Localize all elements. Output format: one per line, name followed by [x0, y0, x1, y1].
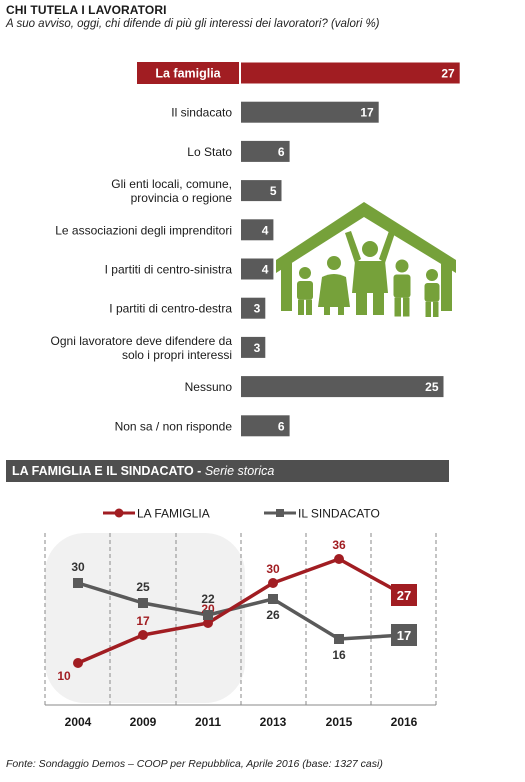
bar — [241, 219, 274, 241]
category-label: I partiti di centro-destra — [109, 302, 232, 316]
data-point — [334, 634, 344, 644]
data-point — [203, 618, 213, 628]
father-body — [352, 261, 388, 293]
family-house-icon — [276, 202, 456, 317]
category-label: La famiglia — [155, 67, 221, 81]
section-title: LA FAMIGLIA E IL SINDACATO - — [12, 464, 202, 478]
value-label: 5 — [270, 184, 277, 198]
person-figure — [424, 269, 440, 317]
source-footnote: Fonte: Sondaggio Demos – COOP per Repubb… — [6, 758, 383, 770]
legend-label: LA FAMIGLIA — [137, 507, 210, 521]
house-wall-right — [441, 263, 452, 311]
bar — [241, 140, 290, 162]
data-label: 10 — [57, 669, 71, 683]
bar — [241, 258, 274, 280]
highlight-label-box — [137, 62, 239, 84]
data-label: 30 — [71, 560, 85, 574]
legend-marker — [114, 508, 124, 518]
page-subtitle: A suo avviso, oggi, chi difende di più g… — [6, 18, 380, 30]
bar — [241, 415, 290, 437]
bar — [241, 180, 282, 202]
x-tick-label: 2013 — [260, 715, 287, 729]
category-label: Il sindacato — [171, 106, 232, 120]
data-point — [138, 598, 148, 608]
house-wall-left — [281, 263, 292, 311]
value-label: 25 — [425, 380, 439, 394]
value-label: 3 — [254, 302, 261, 316]
data-label: 25 — [136, 580, 150, 594]
bar-chart: La famiglia 27 Il sindacato 17 Lo Stato 6 Gli … — [51, 62, 460, 437]
data-point — [268, 578, 278, 588]
data-label: 27 — [397, 588, 411, 603]
value-label: 4 — [262, 223, 269, 237]
page-title: CHI TUTELA I LAVORATORI — [6, 3, 167, 17]
data-label: 17 — [136, 614, 150, 628]
father-head — [362, 241, 378, 257]
mother-dress — [318, 274, 350, 307]
x-tick-label: 2009 — [130, 715, 157, 729]
legend-label: IL SINDACATO — [298, 507, 380, 521]
data-label: 30 — [266, 562, 280, 576]
data-point — [334, 554, 344, 564]
data-label: 17 — [397, 628, 411, 643]
bar — [241, 101, 379, 123]
series-line-sindacato — [77, 581, 405, 641]
data-point — [73, 658, 83, 668]
line-chart: 2004 2009 2011 2013 2015 2016 LA FAMIGLIA IL SI… — [44, 507, 437, 729]
category-label: Gli enti locali, comune, provincia o regi… — [111, 177, 232, 205]
category-label: I partiti di centro-sinistra — [105, 263, 233, 277]
bar — [241, 336, 266, 358]
data-point — [138, 630, 148, 640]
background-photo — [45, 533, 245, 703]
person-figure — [297, 267, 313, 315]
legend-marker — [276, 509, 284, 517]
bar — [241, 297, 266, 319]
category-label: Lo Stato — [187, 145, 232, 159]
data-point — [203, 610, 213, 620]
data-label: 36 — [332, 538, 346, 552]
person-figure — [393, 259, 411, 317]
x-tick-label: 2015 — [326, 715, 353, 729]
category-label: Le associazioni degli imprenditori — [55, 223, 232, 237]
data-label: 26 — [266, 608, 280, 622]
category-label: Ogni lavoratore deve difendere da solo i … — [51, 334, 233, 362]
category-label: Nessuno — [185, 380, 233, 394]
x-tick-label: 2011 — [195, 715, 221, 729]
data-label: 16 — [332, 648, 346, 662]
value-label: 6 — [278, 145, 285, 159]
category-label: Non sa / non risponde — [115, 419, 233, 433]
data-point-box — [391, 624, 417, 646]
value-label: 4 — [262, 263, 269, 277]
data-point — [73, 578, 83, 588]
bar — [241, 376, 444, 398]
value-label: 6 — [278, 419, 285, 433]
x-tick-label: 2004 — [65, 715, 92, 729]
value-label: 27 — [441, 67, 455, 81]
data-label: 22 — [201, 592, 215, 606]
value-label: 3 — [254, 341, 261, 355]
value-label: 17 — [360, 106, 374, 120]
house-roof-icon — [276, 202, 456, 273]
series-line-famiglia — [77, 557, 405, 665]
section-header: LA FAMIGLIA E IL SINDACATO - Serie stori… — [6, 460, 449, 482]
bar-famiglia — [241, 62, 460, 84]
data-point — [268, 594, 278, 604]
data-point-box — [391, 584, 417, 606]
x-tick-label: 2016 — [391, 715, 418, 729]
mother-head — [327, 256, 341, 270]
section-subtitle: Serie storica — [204, 464, 275, 478]
